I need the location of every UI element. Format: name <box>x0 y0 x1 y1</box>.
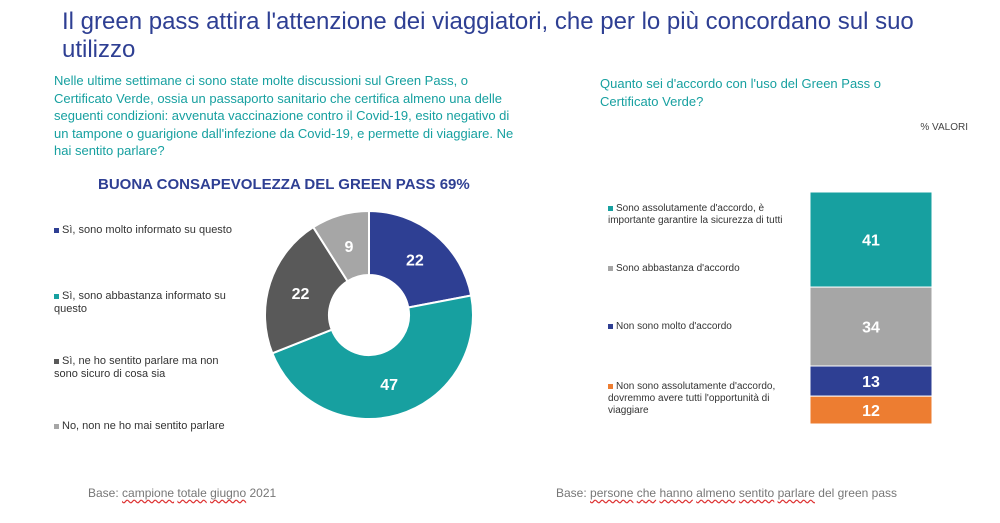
donut-legend-item: Sì, ne ho sentito parlare ma non sono si… <box>54 355 244 381</box>
base-word: del green pass <box>818 486 898 500</box>
bar-legend-item: Non sono molto d'accordo <box>608 321 798 333</box>
stacked-bar-chart: 41 34 13 12 <box>810 192 932 424</box>
donut-slice <box>271 294 474 420</box>
legend-label: No, non ne ho mai sentito parlare <box>62 420 225 432</box>
legend-swatch <box>608 383 613 389</box>
legend-label: Sì, sono molto informato su questo <box>62 224 232 236</box>
base-word: campione <box>122 486 175 500</box>
page-title: Il green pass attira l'attenzione dei vi… <box>62 8 914 63</box>
base-word: totale <box>177 486 207 500</box>
base-prefix: Base: <box>88 486 123 500</box>
legend-swatch <box>54 423 59 429</box>
base-word: 2021 <box>249 486 277 500</box>
legend-swatch <box>608 323 613 329</box>
unit-label: % VALORI <box>920 122 968 133</box>
legend-swatch <box>54 358 59 364</box>
base-note-right: Base: persone che hanno almeno sentito p… <box>556 486 897 500</box>
legend-label: Sì, ne ho sentito parlare ma non sono si… <box>54 355 219 380</box>
legend-label: Non sono molto d'accordo <box>616 321 732 332</box>
base-prefix: Base: <box>556 486 591 500</box>
donut-data-label: 22 <box>406 253 424 270</box>
legend-label: Non sono assolutamente d'accordo, dovrem… <box>608 381 776 416</box>
donut-chart: 22 47 22 9 <box>264 209 474 420</box>
base-word: parlare <box>777 486 815 500</box>
donut-slice <box>368 209 473 309</box>
bar-legend-item: Sono assolutamente d'accordo, è importan… <box>608 203 798 227</box>
legend-swatch <box>54 293 59 299</box>
base-word: sentito <box>738 486 775 500</box>
base-word: almeno <box>696 486 736 500</box>
bar-legend-item: Sono abbastanza d'accordo <box>608 263 798 275</box>
donut-data-label: 22 <box>292 286 310 303</box>
donut-data-label: 47 <box>380 377 398 394</box>
bar-data-label: 41 <box>862 233 880 250</box>
bar-data-label: 13 <box>862 374 880 391</box>
right-question: Quanto sei d'accordo con l'uso del Green… <box>600 76 882 109</box>
legend-swatch <box>54 227 59 233</box>
legend-label: Sì, sono abbastanza informato su questo <box>54 290 226 315</box>
bar-legend-item: Non sono assolutamente d'accordo, dovrem… <box>608 381 798 417</box>
stacked-bar-segment <box>810 395 932 424</box>
base-word: hanno <box>659 486 693 500</box>
donut-legend-item: No, non ne ho mai sentito parlare <box>54 420 244 433</box>
legend-label: Sono assolutamente d'accordo, è importan… <box>608 203 783 226</box>
base-note-left: Base: campione totale giugno 2021 <box>88 486 276 500</box>
legend-label: Sono abbastanza d'accordo <box>616 263 740 274</box>
unit-label-text: % VALORI <box>920 122 968 133</box>
base-word: che <box>636 486 657 500</box>
left-question: Nelle ultime settimane ci sono state mol… <box>54 73 514 158</box>
donut-slice <box>311 209 370 283</box>
donut-legend-item: Sì, sono molto informato su questo <box>54 224 244 237</box>
legend-swatch <box>608 265 613 271</box>
donut-legend-item: Sì, sono abbastanza informato su questo <box>54 290 244 316</box>
legend-swatch <box>608 205 613 211</box>
donut-chart-title: BUONA CONSAPEVOLEZZA DEL GREEN PASS 69% <box>98 176 470 193</box>
base-word: persone <box>590 486 634 500</box>
bar-data-label: 34 <box>862 320 880 337</box>
bar-data-label: 12 <box>862 403 880 420</box>
base-word: giugno <box>210 486 247 500</box>
donut-data-label: 9 <box>344 239 353 256</box>
donut-slice <box>264 225 349 355</box>
